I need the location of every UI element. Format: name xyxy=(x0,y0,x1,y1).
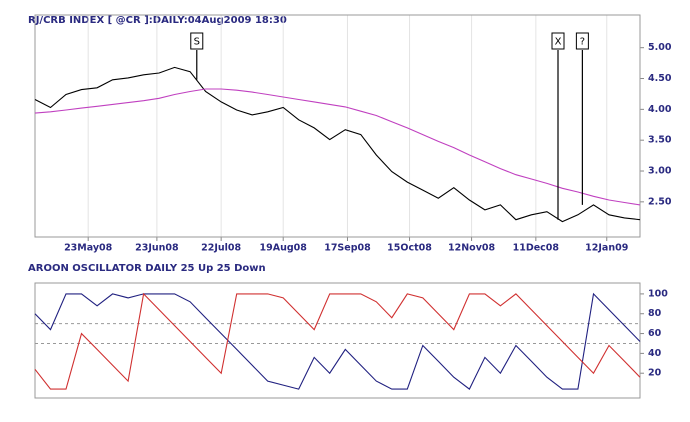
annotation-label: S xyxy=(194,37,200,48)
y-tick-label: 4.50 xyxy=(648,73,672,84)
x-tick-label: 23May08 xyxy=(64,243,113,254)
series-line xyxy=(34,88,641,206)
x-tick-label: 15Oct08 xyxy=(387,243,432,254)
panel-title: AROON OSCILLATOR DAILY 25 Up 25 Down xyxy=(28,263,266,274)
series-line xyxy=(34,292,641,390)
y-tick-label: 20 xyxy=(648,368,662,379)
y-tick-label: 3.50 xyxy=(648,135,672,146)
plot-frame xyxy=(34,282,641,399)
series-line xyxy=(34,66,641,223)
annotation-label: X xyxy=(555,37,562,48)
y-tick-label: 100 xyxy=(648,288,668,299)
y-tick-label: 4.00 xyxy=(648,104,672,115)
x-tick-label: 17Sep08 xyxy=(324,243,371,254)
x-tick-label: 22Jul08 xyxy=(201,243,241,254)
annotation-box xyxy=(551,32,565,50)
y-tick-label: 5.00 xyxy=(648,42,672,53)
panel-title: RJ/CRB INDEX [ @CR ]:DAILY:04Aug2009 18:… xyxy=(28,15,287,26)
x-tick-label: 19Aug08 xyxy=(260,243,308,254)
annotation-box xyxy=(190,32,204,50)
annotation-label: ? xyxy=(580,37,585,48)
y-tick-label: 3.00 xyxy=(648,166,672,177)
x-tick-label: 12Jan09 xyxy=(585,243,628,254)
series-line xyxy=(34,292,641,390)
x-tick-label: 23Jun08 xyxy=(135,243,179,254)
y-tick-label: 80 xyxy=(648,308,662,319)
x-tick-label: 11Dec08 xyxy=(513,243,560,254)
y-tick-label: 60 xyxy=(648,328,662,339)
annotation-box xyxy=(575,32,589,50)
x-tick-label: 12Nov08 xyxy=(448,243,496,254)
plot-frame xyxy=(34,14,641,238)
y-tick-label: 40 xyxy=(648,348,662,359)
y-tick-label: 2.50 xyxy=(648,196,672,207)
